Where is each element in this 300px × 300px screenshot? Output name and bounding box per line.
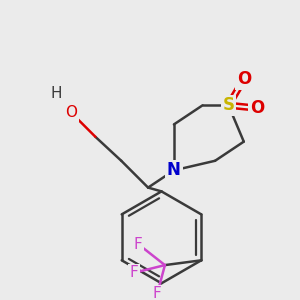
Text: S: S	[223, 96, 235, 114]
Text: O: O	[250, 99, 264, 117]
Text: F: F	[134, 236, 142, 251]
Text: O: O	[65, 105, 77, 120]
Text: N: N	[167, 161, 181, 179]
Text: O: O	[237, 70, 251, 88]
Text: F: F	[130, 265, 139, 280]
Text: H: H	[50, 86, 62, 101]
Text: F: F	[153, 286, 162, 300]
